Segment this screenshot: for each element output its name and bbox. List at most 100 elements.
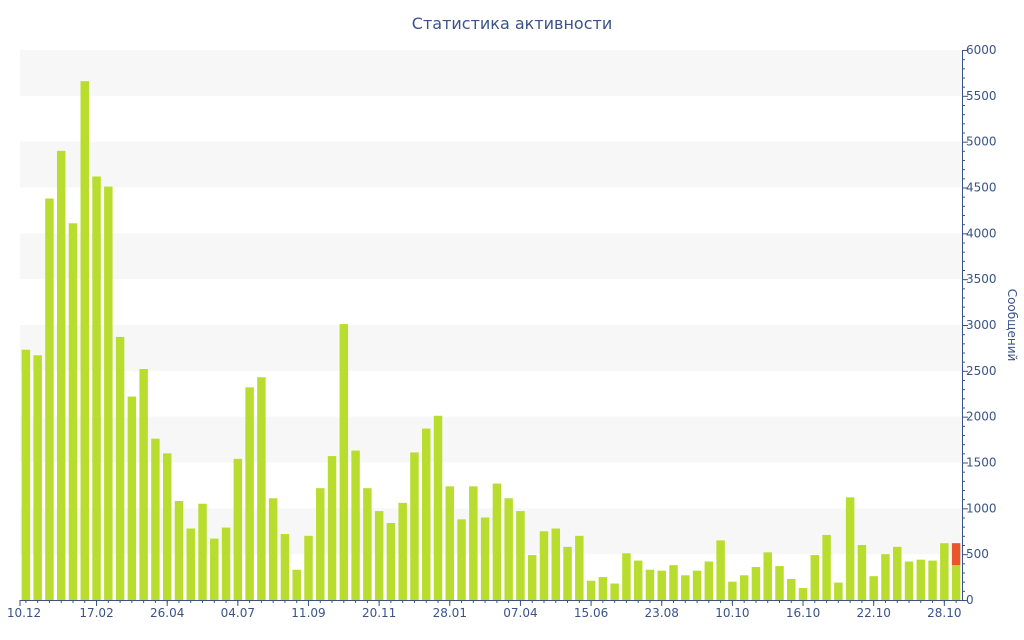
y-axis-label: Сообщений: [1005, 289, 1019, 362]
bar[interactable]: [33, 355, 42, 600]
bar[interactable]: [351, 450, 360, 600]
bar[interactable]: [575, 535, 584, 600]
bar[interactable]: [857, 545, 867, 600]
bar[interactable]: [80, 81, 90, 600]
bar[interactable]: [892, 546, 902, 600]
bar[interactable]: [139, 369, 148, 600]
bar[interactable]: [539, 531, 549, 600]
bar[interactable]: [739, 575, 749, 600]
bar[interactable]: [162, 453, 172, 600]
bar[interactable]: [104, 186, 113, 601]
bar[interactable]: [198, 503, 207, 600]
x-tick-label: 15.06: [574, 606, 608, 620]
bar[interactable]: [810, 555, 820, 600]
x-tick-label: 04.07: [221, 606, 255, 620]
bar[interactable]: [492, 483, 502, 600]
bar[interactable]: [845, 497, 855, 600]
bar[interactable]: [657, 570, 666, 600]
y-ticks: 0 500 1000 1500 2000 2500 3000 3500 4000 4500 5000…: [962, 43, 997, 607]
bar[interactable]: [339, 324, 349, 600]
chart-title: Статистика активности: [411, 14, 613, 33]
bar[interactable]: [174, 501, 184, 600]
bar[interactable]: [45, 198, 54, 601]
bar[interactable]: [304, 535, 313, 600]
bar[interactable]: [433, 415, 443, 600]
bar[interactable]: [245, 387, 254, 600]
bar[interactable]: [622, 553, 631, 600]
bar[interactable]: [210, 538, 219, 600]
bar[interactable]: [374, 511, 384, 600]
bar[interactable]: [410, 452, 419, 600]
bar[interactable]: [904, 561, 914, 601]
bar[interactable]: [115, 336, 125, 600]
bar[interactable]: [268, 498, 278, 600]
bar[interactable]: [598, 577, 608, 600]
bar[interactable]: [316, 488, 325, 600]
bar[interactable]: [610, 583, 619, 601]
bar[interactable]: [186, 528, 195, 601]
bar[interactable]: [716, 540, 725, 600]
bar[interactable]: [233, 458, 243, 600]
bar[interactable]: [586, 580, 596, 600]
bar[interactable]: [527, 555, 537, 600]
grid-band: [20, 141, 962, 188]
bar[interactable]: [92, 176, 101, 601]
bar[interactable]: [421, 428, 431, 600]
bar[interactable]: [504, 498, 513, 600]
bar[interactable]: [151, 438, 160, 600]
bar[interactable]: [798, 588, 808, 600]
bar[interactable]: [751, 567, 761, 600]
x-tick-label: 17.02: [79, 606, 113, 620]
bar[interactable]: [692, 570, 702, 600]
bar[interactable]: [563, 546, 572, 600]
y-tick-label: 6000: [966, 43, 997, 57]
bar[interactable]: [386, 523, 396, 600]
bar[interactable]: [56, 150, 66, 601]
bar[interactable]: [916, 559, 926, 600]
x-tick-label: 16.10: [786, 606, 820, 620]
y-tick-label: 3000: [966, 318, 997, 332]
bar[interactable]: [280, 534, 290, 600]
bar[interactable]: [669, 565, 678, 600]
bar[interactable]: [21, 349, 31, 600]
bar[interactable]: [292, 569, 301, 600]
bar[interactable]: [881, 554, 890, 600]
bar[interactable]: [457, 519, 466, 600]
bar[interactable]: [516, 511, 525, 600]
bar[interactable]: [775, 566, 784, 600]
grid-band: [20, 416, 962, 463]
bar[interactable]: [728, 581, 737, 600]
bar[interactable]: [763, 552, 772, 600]
bar[interactable]: [551, 528, 561, 601]
y-tick-label: 2000: [966, 410, 997, 424]
y-tick-label: 2500: [966, 364, 997, 378]
bar[interactable]: [834, 582, 843, 600]
bar[interactable]: [869, 576, 878, 600]
bar-highlight[interactable]: [951, 543, 961, 566]
y-tick-label: 4000: [966, 226, 997, 240]
bar[interactable]: [704, 561, 714, 601]
x-tick-label: 28.10: [927, 606, 961, 620]
x-tick-label: 11.09: [291, 606, 325, 620]
y-tick-label: 5500: [966, 89, 997, 103]
bar[interactable]: [257, 377, 266, 600]
bar[interactable]: [681, 575, 690, 600]
bar[interactable]: [445, 486, 455, 600]
bar[interactable]: [822, 534, 831, 600]
bar[interactable]: [787, 578, 796, 600]
bar[interactable]: [68, 223, 78, 600]
bar[interactable]: [633, 560, 643, 600]
bar[interactable]: [398, 502, 407, 600]
y-tick-label: 5000: [966, 135, 997, 149]
bar[interactable]: [363, 488, 372, 600]
bar[interactable]: [940, 543, 949, 600]
bar[interactable]: [327, 456, 337, 600]
bar[interactable]: [221, 527, 231, 600]
bar[interactable]: [645, 569, 655, 600]
bar[interactable]: [480, 517, 490, 601]
bar[interactable]: [928, 560, 937, 600]
bar[interactable]: [951, 565, 961, 600]
bar[interactable]: [127, 396, 137, 601]
bar[interactable]: [469, 486, 478, 600]
